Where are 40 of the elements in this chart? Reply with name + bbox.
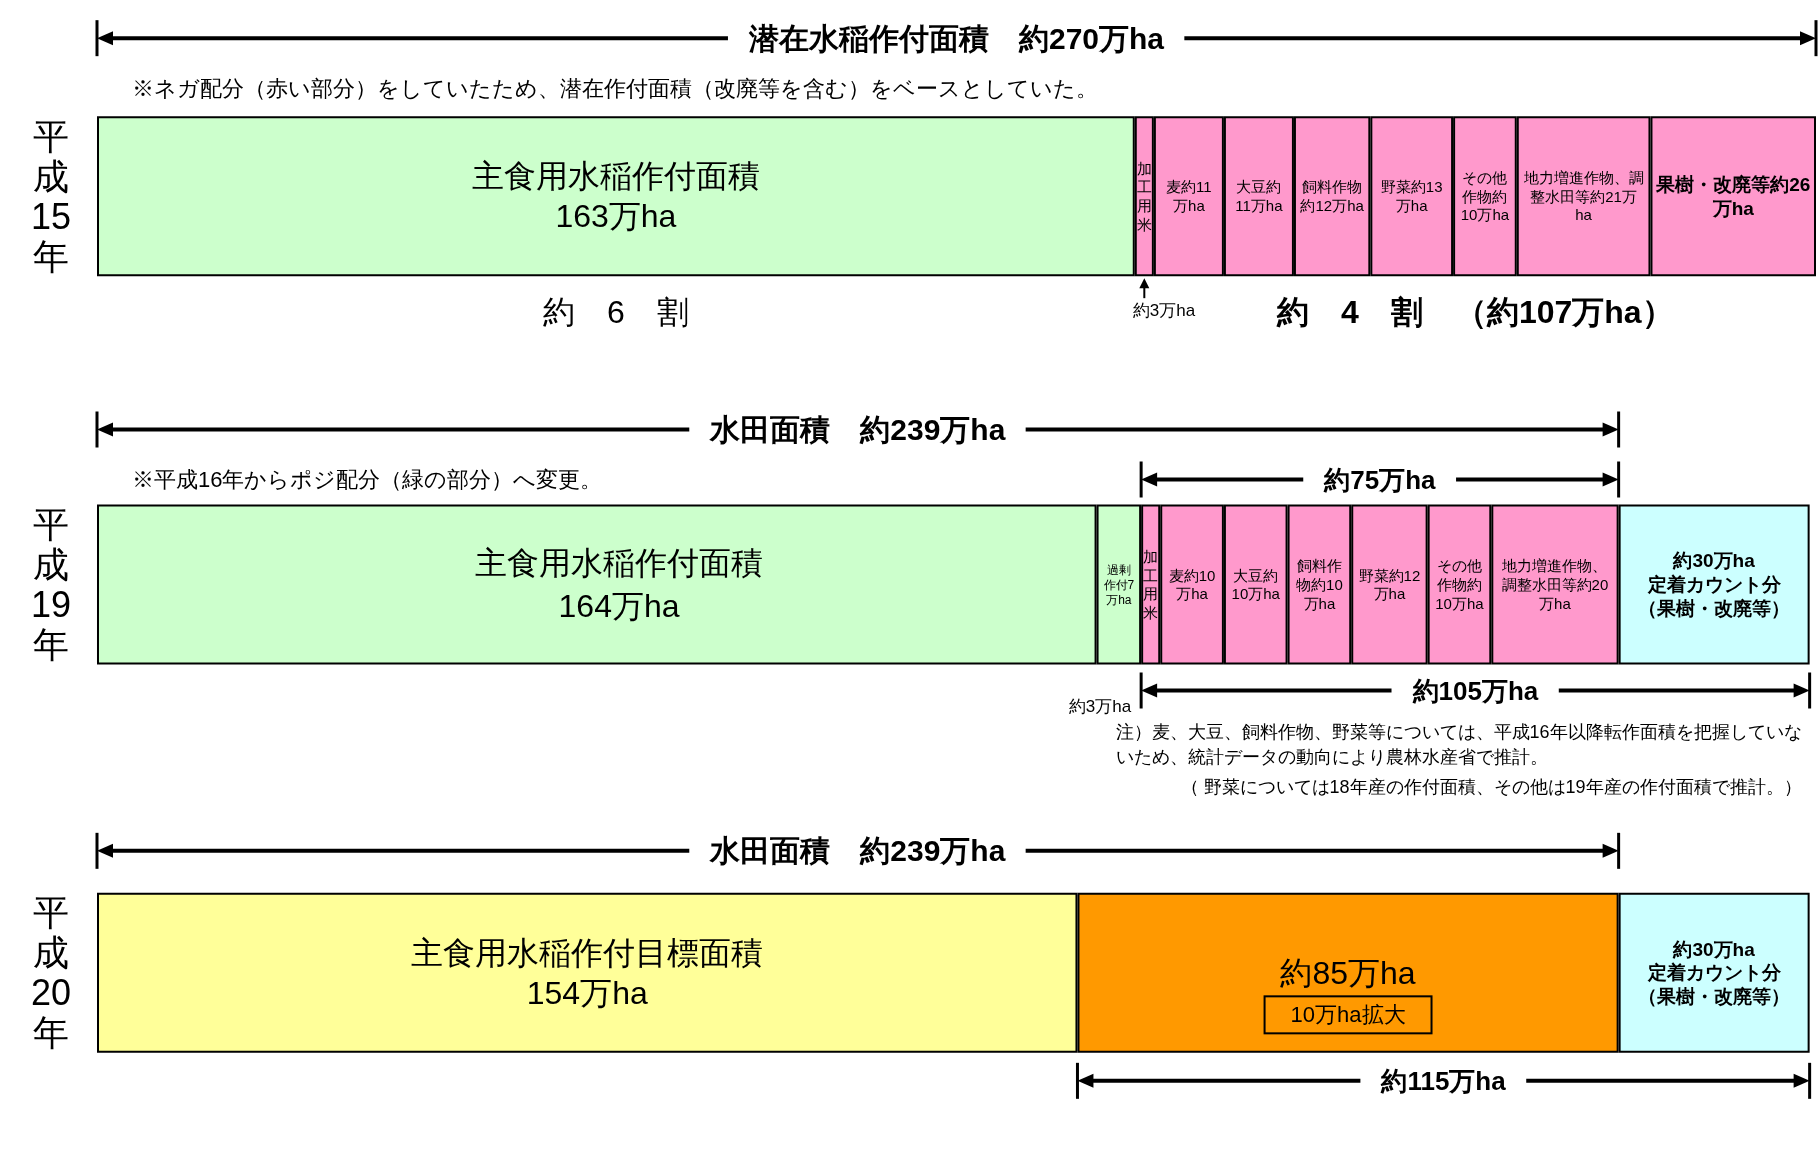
data-label: その他作物約10万ha [1435, 557, 1485, 612]
annotation: （ 野菜については18年産の作付面積、その他は19年産の作付面積で推計。） [1180, 776, 1802, 797]
data-label: 飼料作物約12万ha [1300, 178, 1365, 215]
data-label: 果樹・改廃等約26万ha [1655, 173, 1811, 219]
data-label: 野菜約13万ha [1380, 178, 1443, 215]
data-label: 麦約10万ha [1168, 566, 1216, 603]
data-label: 野菜約12万ha [1358, 566, 1421, 603]
annotation: 注）麦、大豆、飼料作物、野菜等については、平成16年以降転作面積を把握していないため、統計データの動向により農林水産省で推計。 [1115, 722, 1802, 767]
annotation: 水田面積 約239万ha [709, 413, 1006, 446]
data-label: 加工用米 [1143, 547, 1159, 622]
data-label: 大豆約11万ha [1235, 178, 1284, 215]
annotation: 主食用水稲作付面積 164万ha [475, 544, 764, 625]
annotation: 約 6 割 [542, 294, 689, 331]
data-label: 約30万ha 定着カウント分（果樹・改廃等） [1638, 938, 1791, 1008]
data-label: 約85万ha [1280, 954, 1416, 991]
data-label: 麦約11万ha [1166, 178, 1212, 215]
data-label: 地力増進作物、調整水田等約21万ha [1522, 168, 1644, 224]
annotation: 潜在水稲作付面積 約270万ha [747, 21, 1165, 55]
annotation: 約 4 割 （約107万ha） [1276, 294, 1674, 331]
annotation: 約115万ha [1380, 1065, 1507, 1096]
data-label: その他作物約10万ha [1460, 168, 1510, 224]
y-tick-label: 平成19年 [30, 504, 72, 665]
data-label: 主食用水稲作付目標面積 154万ha [411, 934, 764, 1011]
data-label: 大豆約10万ha [1231, 566, 1281, 603]
annotation: 約105万ha [1411, 675, 1539, 706]
annotation: ※平成16年からポジ配分（緑の部分）へ変更。 [132, 467, 603, 492]
annotation: ※ネガ配分（赤い部分）をしていたため、潜在作付面積（改廃等を含む）をベースとしていた。 [132, 75, 1098, 101]
y-tick-label: 平成15年 [30, 115, 72, 277]
annotation: 約3万ha [1068, 697, 1132, 716]
annotation: 10万ha拡大 [1290, 1002, 1406, 1028]
annotation: 約3万ha [1132, 300, 1196, 320]
data-label: 地力増進作物、調整水田等約20万ha [1501, 557, 1609, 612]
data-label: 飼料作物約10万ha [1296, 557, 1343, 612]
y-tick-label: 平成20年 [30, 892, 72, 1054]
data-label: 加工用米 [1136, 159, 1152, 233]
annotation: 約75万ha [1323, 464, 1437, 495]
data-label: 過剰作付7万ha [1102, 562, 1135, 607]
annotation: 水田面積 約239万ha [709, 834, 1006, 868]
data-label: 主食用水稲作付面積 163万ha [471, 158, 760, 235]
data-label: 約30万ha 定着カウント分（果樹・改廃等） [1638, 550, 1791, 619]
